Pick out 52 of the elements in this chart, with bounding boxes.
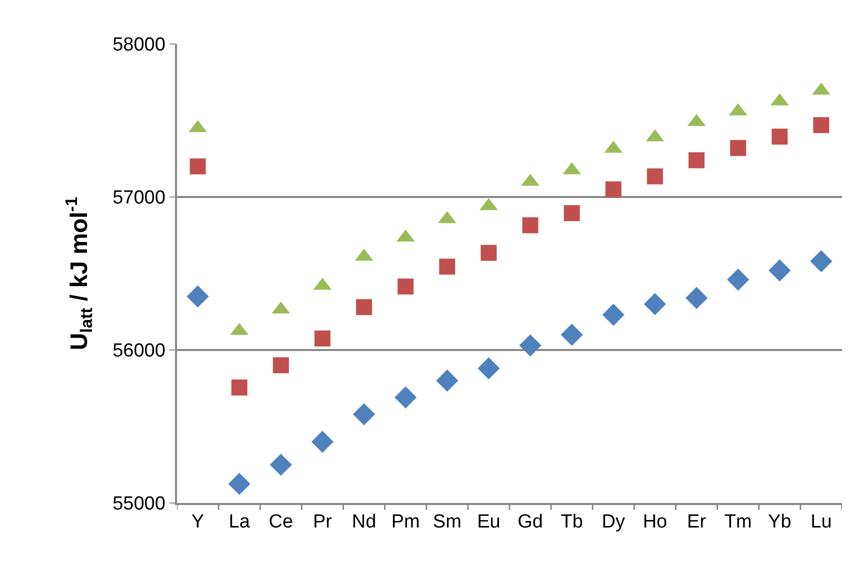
point — [480, 244, 497, 261]
x-tick-label: Yb — [768, 512, 792, 533]
point — [685, 286, 708, 310]
x-tick-label: Y — [191, 512, 204, 533]
point — [560, 324, 583, 346]
point — [646, 168, 663, 184]
point — [522, 217, 538, 234]
point — [564, 205, 580, 222]
point — [730, 140, 746, 156]
x-tick-label: Ce — [268, 512, 294, 533]
y-tick-label: 58000 — [112, 34, 166, 56]
point — [644, 293, 666, 316]
point — [813, 117, 830, 134]
point — [439, 258, 456, 275]
y-tick-label: 55000 — [112, 494, 166, 515]
point — [394, 386, 417, 408]
x-tick-label: La — [228, 512, 250, 533]
point — [311, 430, 334, 453]
x-tick-label: Gd — [518, 512, 543, 533]
x-tick-label: Eu — [477, 512, 500, 533]
point — [314, 330, 330, 347]
x-tick-label: Sm — [432, 512, 462, 533]
point — [688, 152, 705, 168]
x-tick-label: Tb — [560, 512, 583, 533]
x-tick-label: Tm — [724, 512, 752, 533]
x-tick-label: Pr — [312, 512, 333, 533]
point — [186, 285, 209, 308]
x-tick-label: Pm — [391, 512, 420, 533]
point — [519, 334, 542, 356]
x-tick-label: Nd — [352, 512, 376, 533]
point — [605, 181, 622, 198]
point — [810, 250, 832, 272]
x-tick-label: Dy — [602, 512, 626, 533]
point — [231, 379, 248, 396]
x-tick-label: Ho — [642, 512, 668, 533]
point — [190, 158, 206, 174]
point — [772, 128, 788, 145]
point — [727, 268, 750, 291]
point — [398, 278, 414, 295]
y-tick-label: 56000 — [112, 340, 166, 362]
point — [352, 403, 376, 426]
y-tick-label: 57000 — [112, 188, 166, 209]
point — [436, 370, 458, 392]
x-tick-label: Er — [687, 512, 707, 533]
point — [228, 472, 250, 495]
point — [602, 304, 624, 326]
x-tick-label: Lu — [810, 512, 832, 533]
point — [768, 259, 791, 282]
point — [272, 357, 289, 374]
point — [270, 454, 292, 476]
point — [478, 357, 500, 380]
point — [356, 299, 372, 316]
